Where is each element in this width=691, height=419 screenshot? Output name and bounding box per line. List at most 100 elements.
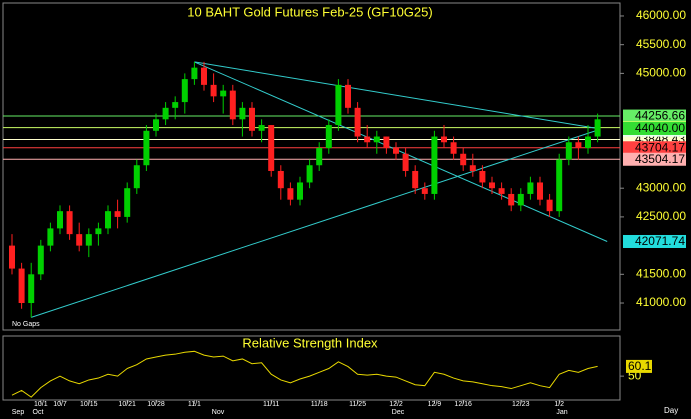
candle-body: [565, 142, 572, 160]
candle-body: [297, 182, 303, 200]
y-tick-label: 45000.00: [636, 66, 686, 80]
x-tick-label: 10/1: [34, 401, 48, 408]
level-label-bg: [623, 141, 686, 155]
candle-body: [527, 182, 534, 194]
candle-body: [66, 211, 73, 235]
gaps-note: No Gaps: [12, 321, 40, 328]
level-label-bg: [623, 109, 686, 123]
candle-body: [76, 234, 83, 246]
candle-body: [105, 211, 111, 229]
candle-body: [124, 188, 131, 217]
candle-body: [393, 148, 399, 154]
candle-body: [335, 84, 342, 126]
candle-body: [37, 245, 44, 275]
candle-body: [287, 188, 294, 200]
x-tick-label: 1/2: [554, 401, 564, 408]
candle-body: [57, 211, 63, 229]
candle-body: [18, 268, 25, 304]
rsi-line: [11, 350, 598, 398]
x-tick-label: 11/18: [311, 401, 328, 408]
candle-body: [402, 153, 409, 171]
candle-body: [354, 107, 361, 137]
x-tick-label: 10/15: [80, 401, 98, 408]
candle-body: [498, 188, 505, 194]
trend-label-bg: [623, 121, 686, 135]
candle-body: [364, 136, 371, 143]
y-tick-label: 46000.00: [636, 8, 686, 22]
candle-body: [450, 142, 457, 154]
y-tick-label: 43000.00: [636, 180, 686, 194]
month-label: Dec: [392, 409, 405, 416]
x-tick-label: 12/9: [428, 401, 442, 408]
x-tick-label: 12/23: [512, 401, 530, 408]
candle-body: [47, 228, 54, 246]
trend-label-bg: [623, 234, 686, 248]
trendline: [194, 61, 608, 242]
candle-body: [517, 193, 524, 206]
y-tick-label: 41000.00: [636, 295, 686, 309]
candle-body: [201, 67, 207, 85]
candle-body: [210, 84, 217, 97]
level-label: 43504.17: [635, 152, 685, 166]
candle-body: [479, 170, 486, 183]
candle-body: [383, 136, 390, 149]
candle-body: [114, 211, 121, 217]
candle-body: [220, 90, 227, 97]
candle-body: [508, 193, 515, 206]
candle-body: [421, 188, 428, 194]
candle-body: [460, 153, 467, 166]
candle-body: [239, 107, 246, 120]
rsi-title: Relative Strength Index: [242, 335, 378, 350]
x-tick-label: 11/1: [188, 401, 201, 408]
month-label: Jan: [556, 409, 567, 416]
candle-body: [95, 228, 102, 235]
rsi-last-bg: [626, 359, 652, 373]
candle-body: [191, 67, 198, 80]
candle-body: [441, 136, 447, 143]
trend-label: 44040.00: [635, 121, 685, 135]
candle-body: [306, 165, 313, 183]
candle-body: [268, 125, 275, 171]
candle-body: [85, 234, 92, 246]
candle-body: [431, 136, 438, 194]
y-tick-label: 41500.00: [636, 266, 686, 280]
candle-body: [325, 125, 332, 149]
x-tick-label: 11/11: [263, 401, 280, 408]
candle-body: [373, 136, 380, 143]
candle-body: [229, 90, 236, 120]
candle-body: [162, 107, 169, 120]
candle-body: [575, 142, 582, 149]
candle-body: [345, 84, 351, 108]
month-label: Oct: [33, 409, 44, 416]
month-label: Sep: [12, 409, 25, 416]
rsi-last-label: 60.19: [628, 359, 658, 373]
trendline: [194, 61, 598, 129]
candle-body: [172, 102, 179, 108]
x-tick-label: 12/16: [454, 401, 472, 408]
level-label: 44256.66: [635, 109, 685, 123]
candle-body: [469, 165, 476, 171]
candle-body: [537, 182, 543, 200]
y-tick-label: 42500.00: [636, 209, 686, 223]
y-tick-label: 45500.00: [636, 37, 686, 51]
candle-body: [9, 245, 15, 269]
trendline: [31, 129, 598, 318]
candle-body: [594, 119, 601, 137]
month-label: Nov: [212, 409, 225, 416]
candle-body: [153, 119, 159, 131]
x-tick-label: 10/28: [147, 401, 165, 408]
x-tick-label: 10/7: [53, 401, 67, 408]
candle-body: [143, 130, 150, 166]
candle-body: [181, 79, 188, 103]
trend-label: 42071.74: [635, 234, 685, 248]
candle-body: [258, 125, 265, 131]
candle-body: [585, 136, 591, 149]
level-label: 43704.17: [635, 140, 685, 154]
rsi-panel: [2, 335, 621, 401]
level-label-bg: [623, 152, 686, 166]
x-tick-label: 11/25: [349, 401, 366, 408]
period-label: Day: [664, 406, 678, 415]
candle-body: [412, 170, 419, 189]
x-tick-label: 12/2: [389, 401, 403, 408]
